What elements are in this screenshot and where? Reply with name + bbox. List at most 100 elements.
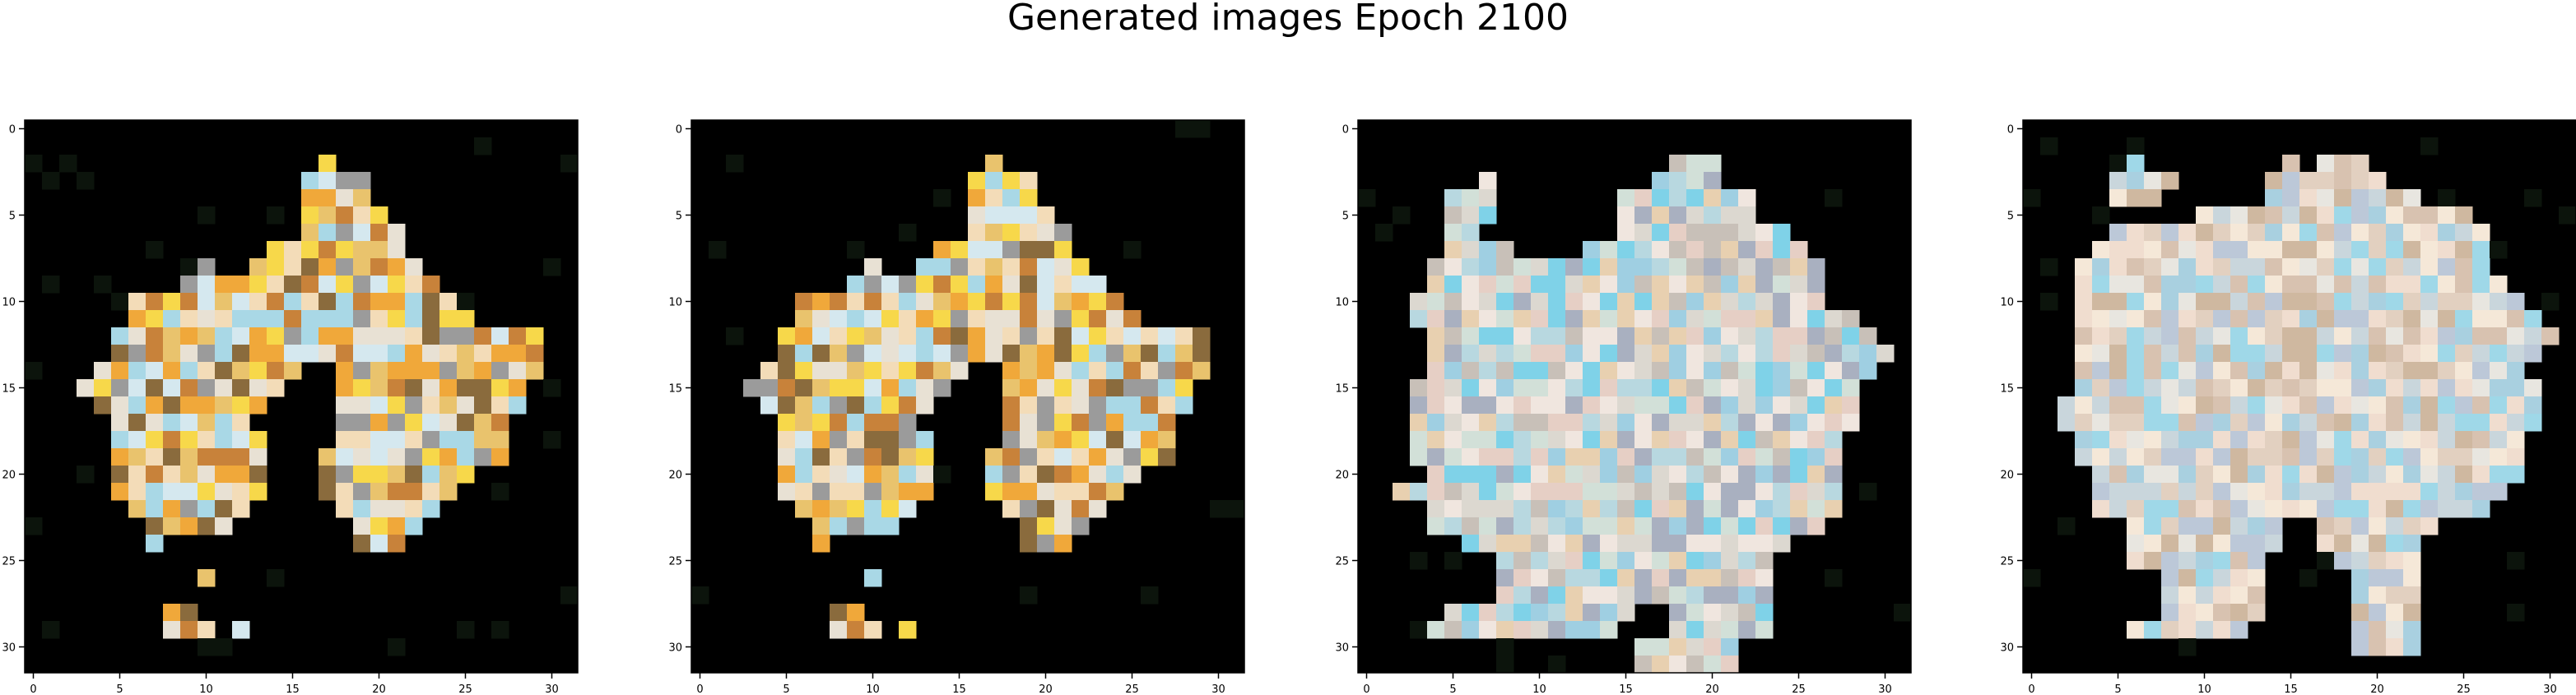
image-pixel xyxy=(1123,414,1142,432)
image-pixel xyxy=(985,224,1003,242)
image-pixel xyxy=(1548,414,1566,432)
image-pixel xyxy=(1514,621,1532,639)
image-pixel xyxy=(2386,362,2404,380)
image-pixel xyxy=(353,345,371,363)
image-pixel xyxy=(1721,448,1739,466)
image-pixel xyxy=(916,293,934,311)
image-pixel xyxy=(899,310,917,328)
image-pixel xyxy=(215,466,233,484)
image-pixel xyxy=(2317,431,2335,449)
image-pixel xyxy=(760,379,779,397)
image-pixel xyxy=(2213,604,2231,622)
image-pixel xyxy=(2386,604,2404,622)
image-pixel xyxy=(2144,431,2162,449)
image-pixel xyxy=(2472,293,2490,311)
image-pixel xyxy=(1496,431,1514,449)
image-pixel xyxy=(388,293,406,311)
image-pixel xyxy=(847,396,865,415)
image-pixel xyxy=(2403,241,2421,259)
image-pixel xyxy=(1652,258,1670,276)
image-pixel xyxy=(2265,517,2283,535)
image-pixel xyxy=(2248,258,2266,276)
image-pixel xyxy=(1427,500,1445,518)
image-pixel xyxy=(1054,466,1072,484)
image-pixel xyxy=(422,327,440,345)
image-pixel xyxy=(2161,466,2179,484)
image-pixel xyxy=(968,327,986,345)
image-pixel xyxy=(1427,448,1445,466)
image-pixel xyxy=(1825,379,1843,397)
image-pixel xyxy=(881,483,900,501)
image-pixel xyxy=(2248,483,2266,501)
image-pixel xyxy=(1462,293,1480,311)
image-pixel xyxy=(2369,552,2387,570)
image-pixel xyxy=(1037,396,1055,415)
image-pixel xyxy=(847,500,865,518)
image-pixel xyxy=(726,327,744,345)
image-pixel xyxy=(353,172,371,190)
image-pixel xyxy=(1548,483,1566,501)
image-pixel xyxy=(2144,258,2162,276)
image-pixel xyxy=(1548,396,1566,415)
image-pixel xyxy=(1141,431,1159,449)
image-pixel xyxy=(2403,276,2421,294)
image-pixel xyxy=(2248,569,2266,587)
image-pixel xyxy=(2299,276,2318,294)
image-pixel xyxy=(2213,206,2231,225)
image-pixel xyxy=(1583,431,1601,449)
image-pixel xyxy=(1444,241,1462,259)
image-pixel xyxy=(2403,483,2421,501)
image-pixel xyxy=(2230,345,2248,363)
image-pixel xyxy=(128,448,146,466)
image-pixel xyxy=(319,276,337,294)
image-pixel xyxy=(457,327,475,345)
image-pixel xyxy=(2282,155,2300,173)
x-tick-label: 25 xyxy=(2457,683,2471,695)
image-pixel xyxy=(2109,224,2127,242)
image-pixel xyxy=(1704,483,1722,501)
image-pixel xyxy=(232,448,250,466)
image-pixel xyxy=(128,379,146,397)
image-pixel xyxy=(1825,414,1843,432)
image-pixel xyxy=(1807,414,1825,432)
image-pixel xyxy=(916,466,934,484)
image-pixel xyxy=(2109,500,2127,518)
image-pixel xyxy=(2127,155,2145,173)
image-pixel xyxy=(2282,396,2300,415)
image-pixel xyxy=(847,466,865,484)
image-pixel xyxy=(1600,448,1618,466)
image-pixel xyxy=(2438,241,2456,259)
image-pixel xyxy=(1790,362,1808,380)
image-pixel xyxy=(509,362,527,380)
image-pixel xyxy=(1807,379,1825,397)
image-pixel xyxy=(1072,431,1090,449)
image-pixel xyxy=(1020,293,1038,311)
image-pixel xyxy=(2265,189,2283,207)
image-pixel xyxy=(1721,345,1739,363)
image-pixel xyxy=(198,206,216,225)
image-pixel xyxy=(249,276,267,294)
image-pixel xyxy=(899,431,917,449)
image-pixel xyxy=(1072,483,1090,501)
image-pixel xyxy=(111,414,129,432)
image-pixel xyxy=(2144,535,2162,553)
image-pixel xyxy=(933,379,951,397)
image-pixel xyxy=(180,414,198,432)
image-pixel xyxy=(2386,586,2404,605)
image-pixel xyxy=(163,431,181,449)
image-pixel xyxy=(336,362,354,380)
image-pixel xyxy=(2109,448,2127,466)
image-pixel xyxy=(1002,466,1021,484)
image-pixel xyxy=(336,172,354,190)
image-pixel xyxy=(301,224,319,242)
image-pixel xyxy=(1686,500,1704,518)
image-pixel xyxy=(1634,656,1653,674)
image-pixel xyxy=(2127,466,2145,484)
image-pixel xyxy=(1755,586,1774,605)
image-pixel xyxy=(864,500,882,518)
image-pixel xyxy=(830,379,848,397)
image-pixel xyxy=(560,155,579,173)
image-pixel xyxy=(1704,552,1722,570)
image-pixel xyxy=(933,293,951,311)
